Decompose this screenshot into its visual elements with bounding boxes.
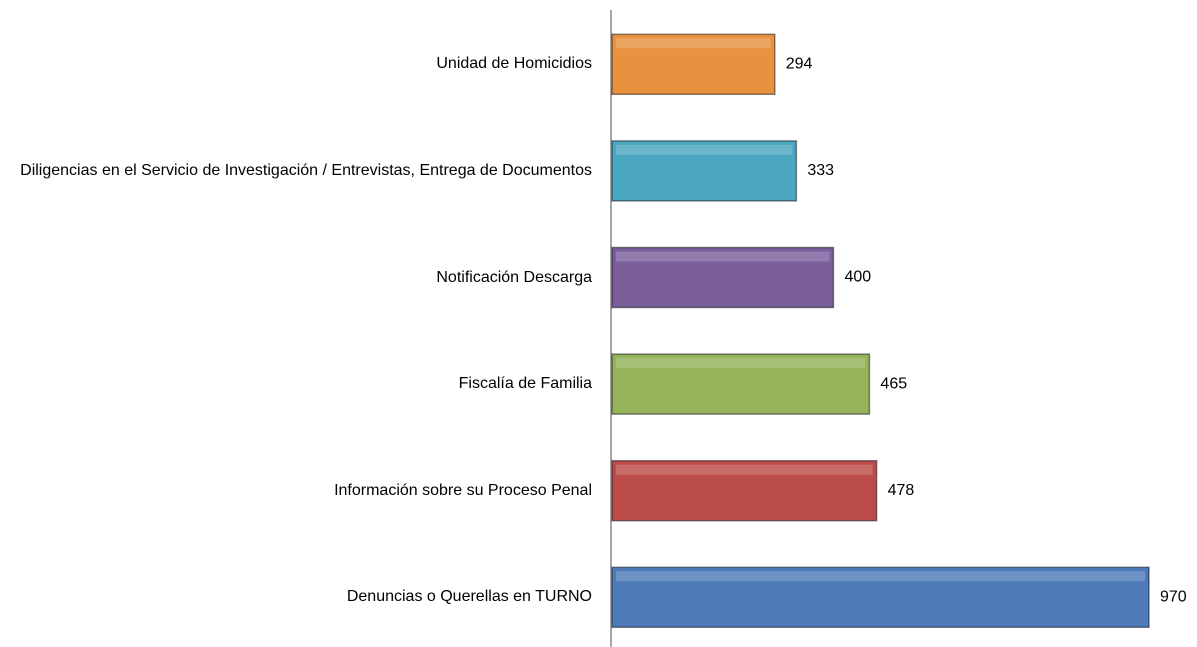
bar-highlight <box>616 464 873 475</box>
value-label: 970 <box>1160 589 1187 606</box>
bar <box>611 246 835 309</box>
category-label: Notificación Descarga <box>0 238 592 318</box>
category-text: Unidad de Homicidios <box>436 55 592 73</box>
bar-highlight <box>616 144 793 155</box>
bar <box>611 459 878 522</box>
value-label: 333 <box>807 162 834 179</box>
value-label: 400 <box>844 269 871 286</box>
bar-highlight <box>616 38 771 49</box>
bar-highlight <box>616 358 866 369</box>
value-label: 294 <box>786 56 813 73</box>
bar <box>611 353 871 415</box>
bar <box>611 566 1150 629</box>
bar <box>611 33 776 96</box>
value-label: 478 <box>888 482 915 499</box>
category-label: Diligencias en el Servicio de Investigac… <box>0 131 592 211</box>
category-text: Información sobre su Proceso Penal <box>334 481 592 499</box>
category-label: Unidad de Homicidios <box>0 24 592 104</box>
bar-highlight <box>616 251 830 262</box>
category-text: Denuncias o Querellas en TURNO <box>346 588 592 606</box>
category-text: Fiscalía de Familia <box>458 375 592 393</box>
category-text: Notificación Descarga <box>436 268 592 286</box>
category-text: Diligencias en el Servicio de Investigac… <box>20 161 592 179</box>
category-label: Fiscalía de Familia <box>0 344 592 424</box>
bar <box>611 140 798 202</box>
value-label: 465 <box>880 375 907 392</box>
category-label: Información sobre su Proceso Penal <box>0 451 592 531</box>
bar-highlight <box>616 571 1145 582</box>
category-label: Denuncias o Querellas en TURNO <box>0 557 592 637</box>
